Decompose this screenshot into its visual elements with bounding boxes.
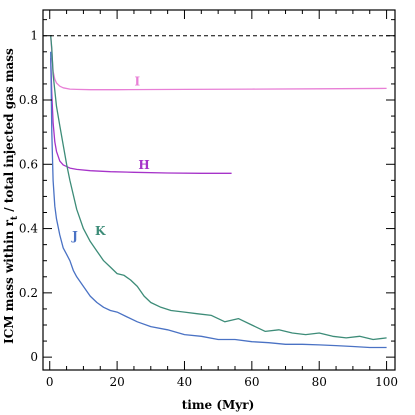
series-label-j: J (71, 229, 78, 243)
axes: 0 20 40 60 80 100 0 0.2 0.4 0.6 0.8 1 (19, 9, 398, 389)
series-line-i (50, 35, 387, 91)
y-tick-label: 0.2 (19, 286, 38, 300)
y-tick-label: 0 (30, 350, 38, 364)
y-axis-title-subscript: t (10, 215, 20, 220)
x-tick-label: 100 (375, 375, 398, 389)
series-label-h: H (138, 158, 149, 172)
x-tick-label: 20 (109, 375, 124, 389)
x-tick-label: 0 (46, 375, 54, 389)
plot-frame (42, 9, 396, 371)
series-line-k (50, 35, 387, 341)
x-tick-label: 40 (177, 375, 192, 389)
y-tick-label: 0.8 (19, 93, 38, 107)
series-label-k: K (95, 224, 106, 238)
y-axis-title-rest: / total injected gas mass (2, 48, 16, 216)
y-tick-label: 0.6 (19, 157, 38, 171)
y-tick-label: 1 (30, 29, 38, 43)
y-axis-title: ICM mass within rt / total injected gas … (2, 48, 20, 344)
plot-area (43, 35, 395, 349)
y-tick-label: 0.4 (19, 222, 38, 236)
series-line-j (50, 51, 387, 349)
x-axis-title: time (Myr) (182, 398, 255, 412)
series-line-h (50, 58, 232, 174)
x-tick-label: 60 (244, 375, 259, 389)
labels: I H K J (71, 75, 150, 243)
y-axis-title-main: ICM mass within r (2, 219, 16, 343)
series-label-i: I (135, 75, 141, 89)
x-tick-label: 80 (312, 375, 327, 389)
